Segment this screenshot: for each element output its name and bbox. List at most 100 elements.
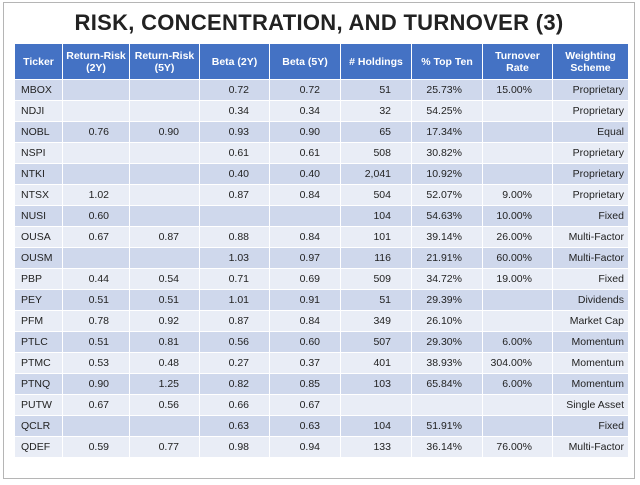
table-cell: Dividends	[552, 289, 629, 311]
table-cell: 29.30%	[411, 331, 483, 353]
table-cell: 349	[340, 310, 412, 332]
table-cell	[129, 163, 200, 185]
ticker-cell: MBOX	[14, 79, 63, 101]
table-cell: 0.87	[129, 226, 200, 248]
table-cell	[129, 79, 200, 101]
table-row: PEY 0.51 0.51 1.01 0.91 51 29.39% Dividends	[14, 289, 629, 311]
table-cell: 19.00%	[482, 268, 553, 290]
data-table: Ticker Return-Risk (2Y) Return-Risk (5Y) Be…	[14, 43, 629, 458]
table-cell: 0.72	[199, 79, 270, 101]
table-cell: 0.61	[269, 142, 341, 164]
table-cell: 0.66	[199, 394, 270, 416]
table-cell: 54.63%	[411, 205, 483, 227]
table-cell	[482, 394, 553, 416]
column-header: Turnover Rate	[482, 43, 553, 80]
table-cell: Fixed	[552, 268, 629, 290]
column-header: Ticker	[14, 43, 63, 80]
table-cell: 0.98	[199, 436, 270, 458]
table-cell: Market Cap	[552, 310, 629, 332]
table-cell: 0.87	[199, 184, 270, 206]
table-row: OUSM 1.03 0.97 116 21.91% 60.00% Multi-Factor	[14, 247, 629, 269]
table-cell: 32	[340, 100, 412, 122]
table-cell: 0.71	[199, 268, 270, 290]
table-cell: 0.84	[269, 310, 341, 332]
column-header: Return-Risk (5Y)	[129, 43, 200, 80]
ticker-cell: PFM	[14, 310, 63, 332]
table-cell: Proprietary	[552, 163, 629, 185]
table-cell: 508	[340, 142, 412, 164]
table-cell: 0.53	[62, 352, 130, 374]
table-cell: 26.00%	[482, 226, 553, 248]
table-cell: 30.82%	[411, 142, 483, 164]
table-cell: 1.03	[199, 247, 270, 269]
table-row: PTNQ 0.90 1.25 0.82 0.85 103 65.84% 6.00% Moment…	[14, 373, 629, 395]
table-cell: 34.72%	[411, 268, 483, 290]
table-body: MBOX 0.72 0.72 51 25.73% 15.00% Proprietary NDJ…	[14, 79, 629, 458]
table-row: QCLR 0.63 0.63 104 51.91% Fixed	[14, 415, 629, 437]
table-cell: 0.51	[129, 289, 200, 311]
table-cell: 60.00%	[482, 247, 553, 269]
table-cell: 0.56	[199, 331, 270, 353]
table-cell: 504	[340, 184, 412, 206]
table-cell: 0.82	[199, 373, 270, 395]
table-cell: 51	[340, 289, 412, 311]
table-cell: 0.72	[269, 79, 341, 101]
table-cell: 54.25%	[411, 100, 483, 122]
table-cell: 0.76	[62, 121, 130, 143]
table-cell: 103	[340, 373, 412, 395]
table-cell: Multi-Factor	[552, 226, 629, 248]
table-cell: 52.07%	[411, 184, 483, 206]
table-row: QDEF 0.59 0.77 0.98 0.94 133 36.14% 76.00% Multi…	[14, 436, 629, 458]
column-header: # Holdings	[340, 43, 412, 80]
table-cell	[482, 163, 553, 185]
table-cell: 76.00%	[482, 436, 553, 458]
table-cell	[482, 415, 553, 437]
table-cell: 0.40	[199, 163, 270, 185]
ticker-cell: PTMC	[14, 352, 63, 374]
table-cell: 6.00%	[482, 373, 553, 395]
table-cell: 101	[340, 226, 412, 248]
ticker-cell: NTSX	[14, 184, 63, 206]
table-cell: Multi-Factor	[552, 436, 629, 458]
table-cell: 29.39%	[411, 289, 483, 311]
ticker-cell: NOBL	[14, 121, 63, 143]
table-cell: 0.90	[129, 121, 200, 143]
table-cell: 0.54	[129, 268, 200, 290]
ticker-cell: PEY	[14, 289, 63, 311]
table-cell: 0.97	[269, 247, 341, 269]
table-cell	[129, 415, 200, 437]
table-cell: 0.51	[62, 331, 130, 353]
table-row: NOBL 0.76 0.90 0.93 0.90 65 17.34% Equal	[14, 121, 629, 143]
table-cell	[340, 394, 412, 416]
table-cell	[62, 247, 130, 269]
table-cell: 0.59	[62, 436, 130, 458]
table-cell: Proprietary	[552, 184, 629, 206]
table-cell: Proprietary	[552, 100, 629, 122]
ticker-cell: NDJI	[14, 100, 63, 122]
table-cell	[129, 184, 200, 206]
table-cell: 0.91	[269, 289, 341, 311]
table-header-row: Ticker Return-Risk (2Y) Return-Risk (5Y) Be…	[14, 43, 629, 80]
table-cell	[482, 100, 553, 122]
table-cell: 65	[340, 121, 412, 143]
table-cell	[411, 394, 483, 416]
table-cell: 507	[340, 331, 412, 353]
table-cell	[62, 100, 130, 122]
table-cell: 0.67	[62, 226, 130, 248]
table-cell: 26.10%	[411, 310, 483, 332]
table-cell: Proprietary	[552, 79, 629, 101]
table-cell: 0.84	[269, 226, 341, 248]
table-row: MBOX 0.72 0.72 51 25.73% 15.00% Proprietary	[14, 79, 629, 101]
table-cell: Fixed	[552, 205, 629, 227]
table-row: PTLC 0.51 0.81 0.56 0.60 507 29.30% 6.00% Moment…	[14, 331, 629, 353]
table-cell	[482, 289, 553, 311]
table-cell: 6.00%	[482, 331, 553, 353]
table-cell: 39.14%	[411, 226, 483, 248]
table-cell	[482, 310, 553, 332]
table-cell	[482, 142, 553, 164]
table-cell: Momentum	[552, 352, 629, 374]
ticker-cell: NSPI	[14, 142, 63, 164]
column-header: Beta (5Y)	[269, 43, 341, 80]
table-cell: 0.63	[199, 415, 270, 437]
table-cell: 0.34	[199, 100, 270, 122]
